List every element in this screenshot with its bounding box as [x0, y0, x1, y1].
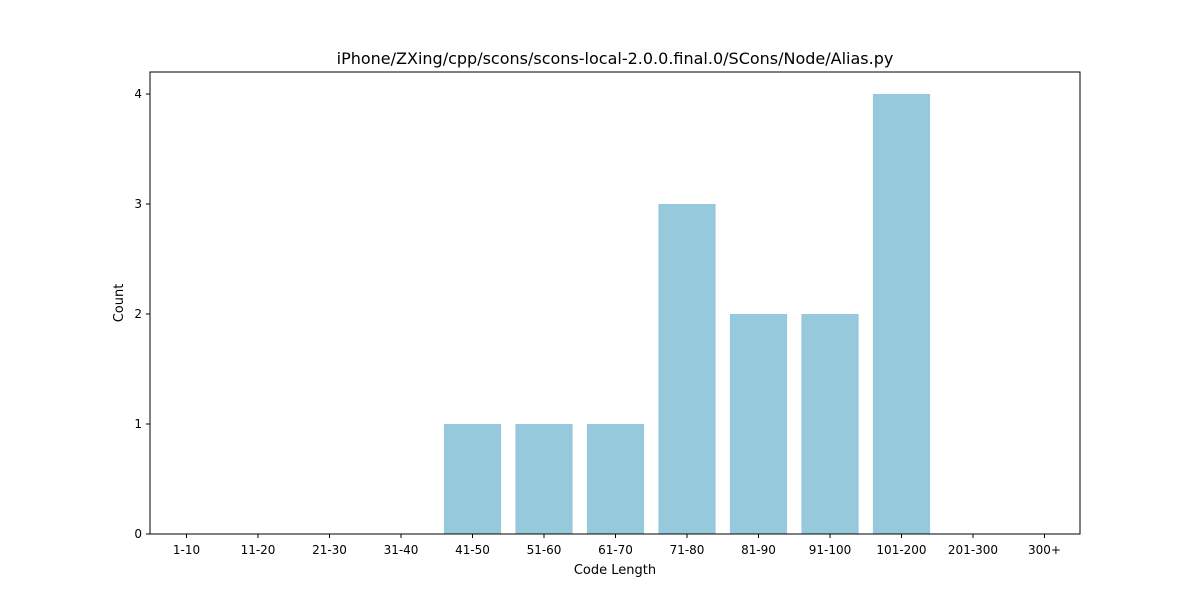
bar-91-100 [801, 314, 859, 534]
x-tick-label: 21-30 [312, 543, 347, 557]
x-tick-label: 91-100 [809, 543, 852, 557]
x-tick-label: 201-300 [948, 543, 998, 557]
y-axis-ticks: 0 1 2 3 4 [134, 87, 150, 541]
y-tick-label: 2 [134, 307, 142, 321]
y-tick-label: 1 [134, 417, 142, 431]
x-tick-label: 31-40 [384, 543, 419, 557]
bar-81-90 [729, 314, 788, 534]
y-tick-label: 4 [134, 87, 142, 101]
y-tick-label: 0 [134, 527, 142, 541]
bar-41-50 [443, 424, 502, 534]
x-axis-ticks: 1-10 11-20 21-30 31-40 41-50 51-60 61-70 71-80 8… [173, 534, 1061, 557]
x-axis-label: Code Length [574, 563, 656, 578]
y-axis-label: Count [112, 284, 127, 323]
x-tick-label: 41-50 [455, 543, 490, 557]
bar-101-200 [872, 94, 931, 534]
bar-71-80 [658, 204, 716, 534]
x-tick-label: 11-20 [241, 543, 276, 557]
bar-51-60 [515, 424, 573, 534]
x-tick-label: 71-80 [670, 543, 705, 557]
x-tick-label: 61-70 [598, 543, 633, 557]
bars-group [443, 94, 931, 534]
x-tick-label: 51-60 [527, 543, 562, 557]
x-tick-label: 101-200 [876, 543, 926, 557]
y-tick-label: 3 [134, 197, 142, 211]
x-tick-label: 81-90 [741, 543, 776, 557]
chart-title: iPhone/ZXing/cpp/scons/scons-local-2.0.0… [337, 49, 894, 68]
x-tick-label: 1-10 [173, 543, 200, 557]
x-tick-label: 300+ [1028, 543, 1061, 557]
bar-61-70 [586, 424, 645, 534]
